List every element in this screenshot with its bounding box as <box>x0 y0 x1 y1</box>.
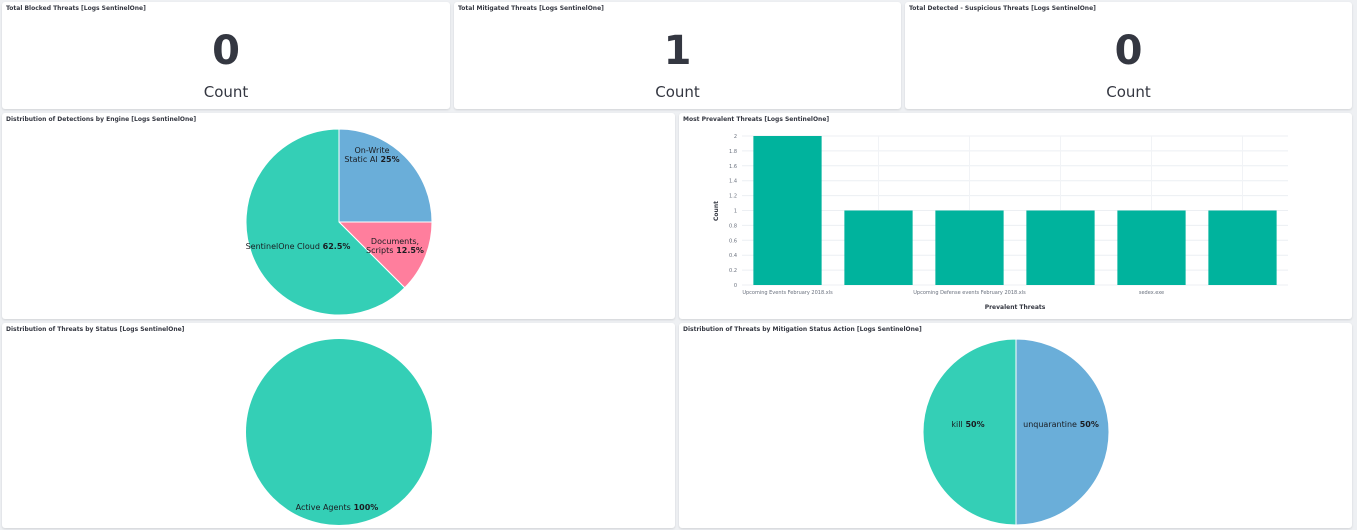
y-tick-label: 0.2 <box>729 268 737 274</box>
x-tick-label: Upcoming Events February 2018.xls <box>742 290 833 296</box>
panel-title: Distribution of Threats by Mitigation St… <box>683 326 922 333</box>
pie-slice[interactable] <box>1015 338 1110 526</box>
metric-label: Count <box>1106 83 1151 101</box>
prevalent-threats-panel: Most Prevalent Threats [Logs SentinelOne… <box>679 113 1352 319</box>
pie-slice[interactable] <box>245 128 406 316</box>
pie-slice[interactable] <box>246 339 432 525</box>
engine-distribution-panel: Distribution of Detections by Engine [Lo… <box>2 113 675 319</box>
panel-title: Total Mitigated Threats [Logs SentinelOn… <box>458 5 604 12</box>
bar[interactable] <box>844 210 913 286</box>
panel-title: Total Detected - Suspicious Threats [Log… <box>909 5 1096 12</box>
panel-title: Distribution of Threats by Status [Logs … <box>6 326 185 333</box>
bar[interactable] <box>1208 210 1277 286</box>
metric-panel-blocked: Total Blocked Threats [Logs SentinelOne]… <box>2 2 450 109</box>
slice-label: kill 50% <box>951 420 984 429</box>
slice-label: SentinelOne Cloud 62.5% <box>246 242 351 251</box>
metric-value: 0 <box>212 28 240 74</box>
engine-pie-chart: On-Write Static AI 25% Documents, Scripts 1… <box>245 128 433 316</box>
slice-label: Active Agents 100% <box>296 503 379 512</box>
y-tick-label: 0 <box>734 283 737 289</box>
y-tick-label: 0.6 <box>729 238 737 244</box>
metric-value: 0 <box>1114 28 1143 74</box>
status-pie-chart: Active Agents 100% <box>246 339 432 525</box>
status-distribution-panel: Distribution of Threats by Status [Logs … <box>2 323 675 528</box>
metric-label: Count <box>203 83 249 101</box>
prevalent-bar-chart: 0 0.2 0.4 0.6 0.8 1 1.2 1.4 1.6 1.8 2 Upcoming Even… <box>713 134 1288 311</box>
x-axis-title: Prevalent Threats <box>985 304 1046 311</box>
slice-label: Documents, Scripts 12.5% <box>366 237 424 255</box>
y-tick-label: 1.2 <box>729 194 737 200</box>
x-tick-label: Upcoming Defense events February 2018.xl… <box>913 290 1026 296</box>
bar[interactable] <box>753 136 822 285</box>
bar[interactable] <box>1026 210 1095 286</box>
y-tick-label: 1.8 <box>729 149 737 155</box>
y-tick-label: 1.4 <box>729 179 737 185</box>
y-tick-label: 2 <box>734 134 737 140</box>
x-tick-label: sedex.exe <box>1139 290 1164 296</box>
slice-label: unquarantine 50% <box>1023 420 1099 429</box>
metric-panel-mitigated: Total Mitigated Threats [Logs SentinelOn… <box>454 2 901 109</box>
mitigation-pie-chart: unquarantine 50% kill 50% <box>922 338 1110 526</box>
bar[interactable] <box>935 210 1004 286</box>
panel-title: Most Prevalent Threats [Logs SentinelOne… <box>683 116 830 123</box>
y-tick-label: 1.6 <box>729 164 737 170</box>
y-tick-label: 1 <box>734 209 737 215</box>
mitigation-distribution-panel: Distribution of Threats by Mitigation St… <box>679 323 1352 528</box>
metric-value: 1 <box>663 28 692 74</box>
bar[interactable] <box>1117 210 1186 286</box>
pie-slice[interactable] <box>337 221 433 289</box>
slice-label: On-Write Static AI 25% <box>344 146 399 164</box>
metric-label: Count <box>655 83 700 101</box>
panel-title: Distribution of Detections by Engine [Lo… <box>6 116 197 123</box>
pie-slice[interactable] <box>922 338 1017 526</box>
y-tick-label: 0.8 <box>729 223 737 229</box>
pie-slice[interactable] <box>338 128 433 223</box>
metric-panel-suspicious: Total Detected - Suspicious Threats [Log… <box>905 2 1352 109</box>
y-axis-title: Count <box>713 201 720 221</box>
panel-title: Total Blocked Threats [Logs SentinelOne] <box>6 5 146 12</box>
y-tick-label: 0.4 <box>729 253 737 259</box>
